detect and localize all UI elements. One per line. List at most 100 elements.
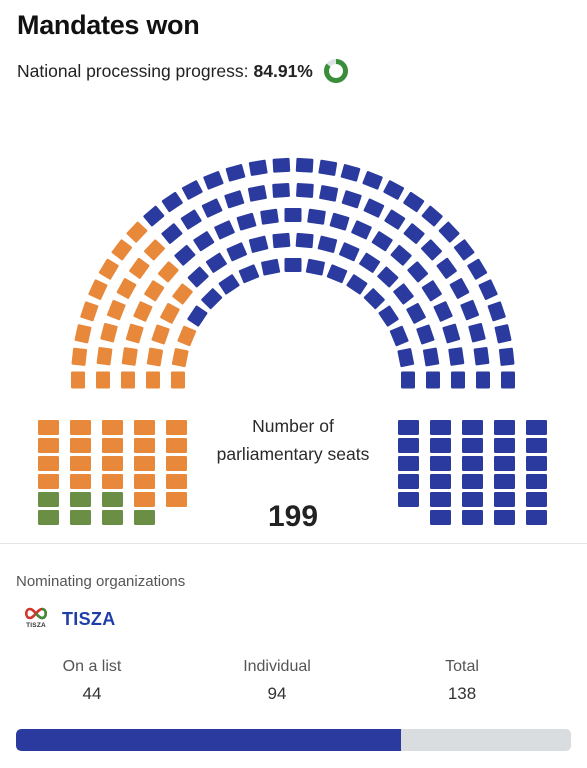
seat-170 xyxy=(526,456,547,471)
seat-133 xyxy=(102,510,123,525)
seat-153 xyxy=(430,474,451,489)
seat-145 xyxy=(398,420,419,435)
seat-49 xyxy=(307,208,326,225)
seat-46 xyxy=(236,212,257,231)
seat-161 xyxy=(462,510,483,525)
seat-167 xyxy=(494,510,515,525)
seat-58 xyxy=(448,347,465,366)
seat-42 xyxy=(157,261,179,283)
seat-20 xyxy=(160,303,180,324)
seat-71 xyxy=(247,185,267,202)
seat-11 xyxy=(346,274,368,295)
seat-24 xyxy=(226,242,248,262)
processing-progress: National processing progress: 84.91% xyxy=(17,58,349,84)
parliament-seat-chart xyxy=(38,157,547,525)
seat-168 xyxy=(526,420,547,435)
seat-100 xyxy=(272,157,291,173)
seat-72 xyxy=(272,182,290,198)
page-title: Mandates won xyxy=(17,10,200,40)
seat-73 xyxy=(296,182,314,198)
seat-124 xyxy=(70,456,91,471)
seat-160 xyxy=(462,492,483,507)
progress-ring-icon xyxy=(323,59,348,83)
seat-108 xyxy=(438,221,460,243)
progress-value: 84.91% xyxy=(253,60,313,81)
seat-142 xyxy=(166,456,187,471)
seat-144 xyxy=(166,492,187,507)
seat-21 xyxy=(172,283,193,305)
seat-15 xyxy=(397,348,415,368)
seat-76 xyxy=(363,198,385,218)
section-divider xyxy=(0,543,587,544)
seat-156 xyxy=(462,420,483,435)
stat-individual: Individual 94 xyxy=(207,658,347,704)
seat-19 xyxy=(151,324,170,345)
seat-4 xyxy=(201,288,223,310)
seat-146 xyxy=(398,438,419,453)
seat-120 xyxy=(38,492,59,507)
seats-total-number: 199 xyxy=(267,500,319,533)
seat-155 xyxy=(430,510,451,525)
seat-130 xyxy=(102,456,123,471)
seat-23 xyxy=(205,252,227,273)
party-row[interactable]: TISZA TISZA xyxy=(22,605,116,633)
seat-128 xyxy=(102,420,123,435)
seat-47 xyxy=(260,208,279,225)
seat-31 xyxy=(377,266,399,288)
seat-162 xyxy=(494,420,515,435)
seat-107 xyxy=(421,205,443,227)
seat-169 xyxy=(526,438,547,453)
seat-65 xyxy=(129,257,150,279)
seat-172 xyxy=(526,492,547,507)
seats-center-label: Number of parliamentary seats xyxy=(216,416,370,464)
seat-126 xyxy=(70,492,91,507)
seat-74 xyxy=(319,185,339,202)
seat-25 xyxy=(248,235,269,253)
seat-163 xyxy=(494,438,515,453)
seat-2 xyxy=(177,325,197,347)
seat-84 xyxy=(473,347,490,366)
seat-119 xyxy=(38,474,59,489)
seat-63 xyxy=(107,299,126,321)
seat-68 xyxy=(180,209,202,230)
seat-50 xyxy=(329,212,350,231)
seat-12 xyxy=(363,288,385,310)
seat-10 xyxy=(326,264,348,284)
party-name[interactable]: TISZA xyxy=(62,608,116,629)
seat-154 xyxy=(430,492,451,507)
seat-79 xyxy=(421,239,442,261)
seat-106 xyxy=(403,191,425,213)
stat-label: Total xyxy=(445,658,479,675)
seat-26 xyxy=(272,232,291,249)
seat-60 xyxy=(96,371,110,389)
seat-143 xyxy=(166,474,187,489)
seat-105 xyxy=(383,180,405,200)
party-logo-text: TISZA xyxy=(26,622,46,629)
seat-35 xyxy=(422,347,440,367)
seat-171 xyxy=(526,474,547,489)
seat-32 xyxy=(393,283,414,305)
seat-125 xyxy=(70,474,91,489)
seat-131 xyxy=(102,474,123,489)
seat-93 xyxy=(126,221,148,243)
seat-148 xyxy=(398,474,419,489)
seat-91 xyxy=(98,258,119,280)
seat-6 xyxy=(238,264,260,284)
seat-78 xyxy=(403,223,425,244)
seat-39 xyxy=(125,323,144,344)
seat-29 xyxy=(338,242,360,262)
seat-57 xyxy=(442,323,461,344)
seat-112 xyxy=(487,301,506,322)
seat-81 xyxy=(449,278,470,299)
seat-173 xyxy=(526,510,547,525)
seat-59 xyxy=(451,371,465,389)
seat-80 xyxy=(436,257,457,279)
seat-147 xyxy=(398,456,419,471)
nominating-organizations-heading: Nominating organizations xyxy=(16,573,186,590)
stat-total: Total 138 xyxy=(392,658,532,704)
seat-165 xyxy=(494,474,515,489)
seat-110 xyxy=(467,258,488,280)
seat-94 xyxy=(143,205,165,227)
seat-152 xyxy=(430,456,451,471)
seat-share-bar xyxy=(16,729,571,751)
